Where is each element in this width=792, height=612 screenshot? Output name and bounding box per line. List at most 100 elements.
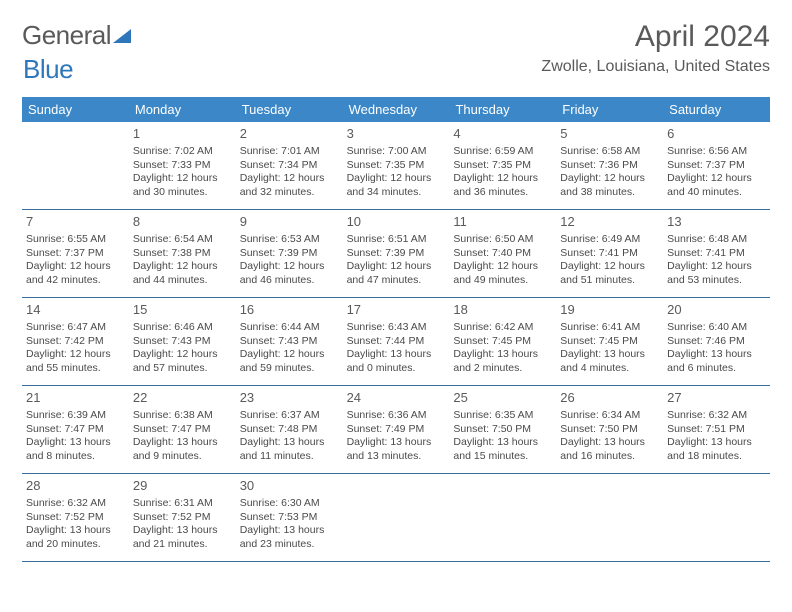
- day-number: 1: [133, 126, 232, 143]
- daylight-line1: Daylight: 12 hours: [453, 172, 552, 186]
- day-number: 2: [240, 126, 339, 143]
- daylight-line2: and 18 minutes.: [667, 450, 766, 464]
- daylight-line2: and 6 minutes.: [667, 362, 766, 376]
- daylight-line1: Daylight: 12 hours: [347, 172, 446, 186]
- sunset-text: Sunset: 7:43 PM: [133, 335, 232, 349]
- daylight-line1: Daylight: 13 hours: [240, 524, 339, 538]
- daylight-line1: Daylight: 13 hours: [26, 436, 125, 450]
- day-number: 23: [240, 390, 339, 407]
- calendar-cell: 17Sunrise: 6:43 AMSunset: 7:44 PMDayligh…: [343, 298, 450, 386]
- day-number: 12: [560, 214, 659, 231]
- daylight-line1: Daylight: 13 hours: [560, 436, 659, 450]
- sunset-text: Sunset: 7:51 PM: [667, 423, 766, 437]
- daylight-line2: and 38 minutes.: [560, 186, 659, 200]
- day-number: 14: [26, 302, 125, 319]
- sunrise-text: Sunrise: 6:32 AM: [667, 409, 766, 423]
- sunrise-text: Sunrise: 6:59 AM: [453, 145, 552, 159]
- dow-saturday: Saturday: [663, 97, 770, 122]
- day-number: 3: [347, 126, 446, 143]
- day-number: 19: [560, 302, 659, 319]
- daylight-line2: and 34 minutes.: [347, 186, 446, 200]
- daylight-line2: and 15 minutes.: [453, 450, 552, 464]
- daylight-line1: Daylight: 12 hours: [560, 260, 659, 274]
- sunrise-text: Sunrise: 6:37 AM: [240, 409, 339, 423]
- daylight-line2: and 16 minutes.: [560, 450, 659, 464]
- sunset-text: Sunset: 7:52 PM: [133, 511, 232, 525]
- daylight-line2: and 46 minutes.: [240, 274, 339, 288]
- sunrise-text: Sunrise: 6:36 AM: [347, 409, 446, 423]
- daylight-line1: Daylight: 12 hours: [240, 260, 339, 274]
- daylight-line2: and 44 minutes.: [133, 274, 232, 288]
- daylight-line2: and 59 minutes.: [240, 362, 339, 376]
- daylight-line1: Daylight: 13 hours: [667, 436, 766, 450]
- title-block: April 2024 Zwolle, Louisiana, United Sta…: [541, 20, 770, 76]
- daylight-line1: Daylight: 13 hours: [347, 348, 446, 362]
- sunset-text: Sunset: 7:43 PM: [240, 335, 339, 349]
- sunset-text: Sunset: 7:41 PM: [560, 247, 659, 261]
- sunset-text: Sunset: 7:36 PM: [560, 159, 659, 173]
- day-number: 10: [347, 214, 446, 231]
- sunrise-text: Sunrise: 6:50 AM: [453, 233, 552, 247]
- calendar-cell: 11Sunrise: 6:50 AMSunset: 7:40 PMDayligh…: [449, 210, 556, 298]
- sunrise-text: Sunrise: 6:54 AM: [133, 233, 232, 247]
- sunrise-text: Sunrise: 7:02 AM: [133, 145, 232, 159]
- calendar-cell: 18Sunrise: 6:42 AMSunset: 7:45 PMDayligh…: [449, 298, 556, 386]
- brand-part1: General: [22, 20, 111, 51]
- day-number: 26: [560, 390, 659, 407]
- calendar-cell: [556, 474, 663, 562]
- daylight-line1: Daylight: 13 hours: [133, 436, 232, 450]
- month-title: April 2024: [541, 20, 770, 54]
- calendar-body: 1Sunrise: 7:02 AMSunset: 7:33 PMDaylight…: [22, 122, 770, 562]
- daylight-line2: and 20 minutes.: [26, 538, 125, 552]
- calendar-cell: 22Sunrise: 6:38 AMSunset: 7:47 PMDayligh…: [129, 386, 236, 474]
- calendar-cell: [22, 122, 129, 210]
- calendar-cell: 5Sunrise: 6:58 AMSunset: 7:36 PMDaylight…: [556, 122, 663, 210]
- day-number: 21: [26, 390, 125, 407]
- daylight-line2: and 42 minutes.: [26, 274, 125, 288]
- calendar-cell: 4Sunrise: 6:59 AMSunset: 7:35 PMDaylight…: [449, 122, 556, 210]
- day-number: 27: [667, 390, 766, 407]
- daylight-line1: Daylight: 13 hours: [453, 436, 552, 450]
- daylight-line2: and 51 minutes.: [560, 274, 659, 288]
- calendar-cell: 16Sunrise: 6:44 AMSunset: 7:43 PMDayligh…: [236, 298, 343, 386]
- daylight-line1: Daylight: 12 hours: [240, 172, 339, 186]
- sunset-text: Sunset: 7:47 PM: [26, 423, 125, 437]
- sunset-text: Sunset: 7:50 PM: [453, 423, 552, 437]
- calendar-cell: 26Sunrise: 6:34 AMSunset: 7:50 PMDayligh…: [556, 386, 663, 474]
- sunset-text: Sunset: 7:53 PM: [240, 511, 339, 525]
- calendar-cell: 15Sunrise: 6:46 AMSunset: 7:43 PMDayligh…: [129, 298, 236, 386]
- sunset-text: Sunset: 7:34 PM: [240, 159, 339, 173]
- daylight-line1: Daylight: 12 hours: [133, 172, 232, 186]
- sunset-text: Sunset: 7:37 PM: [667, 159, 766, 173]
- day-number: 8: [133, 214, 232, 231]
- sunset-text: Sunset: 7:39 PM: [347, 247, 446, 261]
- sunset-text: Sunset: 7:50 PM: [560, 423, 659, 437]
- calendar-cell: 10Sunrise: 6:51 AMSunset: 7:39 PMDayligh…: [343, 210, 450, 298]
- daylight-line2: and 8 minutes.: [26, 450, 125, 464]
- daylight-line2: and 4 minutes.: [560, 362, 659, 376]
- sunrise-text: Sunrise: 6:40 AM: [667, 321, 766, 335]
- daylight-line1: Daylight: 12 hours: [133, 348, 232, 362]
- calendar-cell: 9Sunrise: 6:53 AMSunset: 7:39 PMDaylight…: [236, 210, 343, 298]
- daylight-line2: and 23 minutes.: [240, 538, 339, 552]
- sunset-text: Sunset: 7:45 PM: [453, 335, 552, 349]
- dow-friday: Friday: [556, 97, 663, 122]
- calendar-page: General April 2024 Zwolle, Louisiana, Un…: [0, 0, 792, 562]
- daylight-line1: Daylight: 13 hours: [26, 524, 125, 538]
- daylight-line1: Daylight: 12 hours: [240, 348, 339, 362]
- calendar-cell: 3Sunrise: 7:00 AMSunset: 7:35 PMDaylight…: [343, 122, 450, 210]
- calendar-cell: [663, 474, 770, 562]
- sunrise-text: Sunrise: 6:39 AM: [26, 409, 125, 423]
- sunrise-text: Sunrise: 6:56 AM: [667, 145, 766, 159]
- daylight-line2: and 30 minutes.: [133, 186, 232, 200]
- sunset-text: Sunset: 7:37 PM: [26, 247, 125, 261]
- sunset-text: Sunset: 7:35 PM: [453, 159, 552, 173]
- daylight-line1: Daylight: 13 hours: [133, 524, 232, 538]
- day-number: 20: [667, 302, 766, 319]
- dow-wednesday: Wednesday: [343, 97, 450, 122]
- day-number: 7: [26, 214, 125, 231]
- calendar-cell: 2Sunrise: 7:01 AMSunset: 7:34 PMDaylight…: [236, 122, 343, 210]
- day-number: 13: [667, 214, 766, 231]
- sunset-text: Sunset: 7:41 PM: [667, 247, 766, 261]
- sunrise-text: Sunrise: 6:31 AM: [133, 497, 232, 511]
